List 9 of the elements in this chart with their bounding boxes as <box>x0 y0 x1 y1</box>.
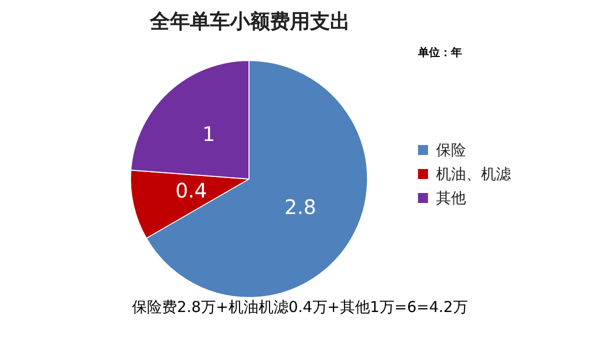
text: 单位：年 <box>418 45 462 60</box>
chart-title: 全年单车小额费用支出 <box>148 8 351 35</box>
data-label: 0.4 <box>175 178 208 202</box>
legend-label: 其他 <box>436 188 466 208</box>
legend-label: 保险 <box>436 140 466 160</box>
text: 保险费2.8万+机油机滤0.4万+其他1万=6=4.2万 <box>131 298 469 317</box>
data-label: 2.8 <box>284 194 316 219</box>
data-label: 1 <box>202 122 216 146</box>
legend-label: 机油、机滤 <box>436 164 511 184</box>
